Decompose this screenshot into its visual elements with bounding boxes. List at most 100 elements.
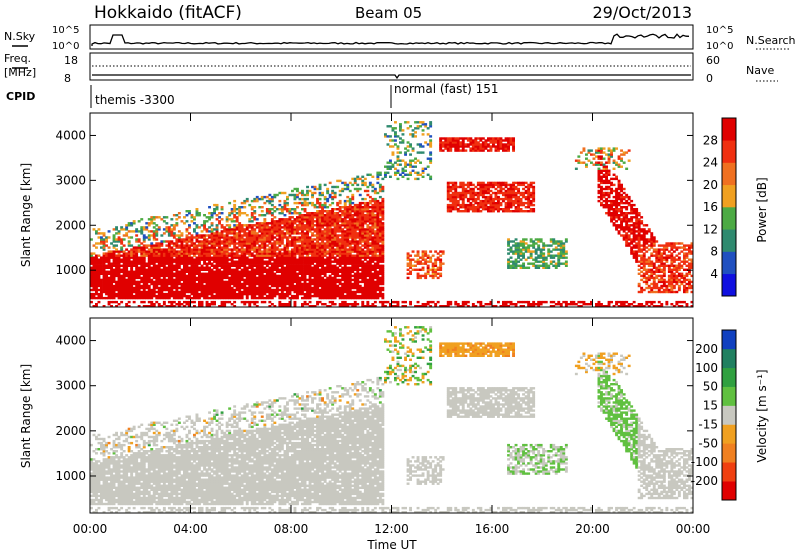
power-cell (251, 244, 254, 246)
power-cell (419, 257, 422, 259)
power-cell (110, 283, 113, 285)
power-cell (105, 236, 108, 238)
power-cell (316, 226, 319, 228)
power-cell (268, 267, 271, 269)
power-cell (276, 255, 279, 257)
power-cell (243, 224, 246, 226)
power-cell (276, 293, 279, 295)
power-cell (379, 283, 382, 285)
power-cell (108, 303, 111, 305)
power-cell (351, 234, 354, 236)
power-cell (238, 265, 241, 267)
power-cell (321, 204, 324, 206)
power-cell (402, 129, 405, 131)
power-cell (248, 244, 251, 246)
power-cell (351, 255, 354, 257)
power-cell (246, 257, 249, 259)
power-cell (294, 275, 297, 277)
power-cell (331, 228, 334, 230)
power-cell (429, 269, 432, 271)
power-cell (140, 291, 143, 293)
power-cell (381, 226, 384, 228)
power-cell (278, 275, 281, 277)
power-cell (404, 151, 407, 153)
power-cell (422, 151, 425, 153)
power-cell (233, 255, 236, 257)
nsky-label: N.Sky (4, 30, 36, 43)
power-cell (346, 196, 349, 198)
power-cell (231, 269, 234, 271)
power-cell (334, 248, 337, 250)
power-cell (351, 303, 354, 305)
power-cell (246, 287, 249, 289)
power-cell (311, 192, 314, 194)
power-cell (329, 226, 332, 228)
power-cell (128, 301, 131, 303)
power-cell (128, 230, 131, 232)
power-cell (206, 244, 209, 246)
power-cell (351, 178, 354, 180)
power-cell (128, 293, 131, 295)
power-cell (148, 234, 151, 236)
power-cell (354, 275, 357, 277)
power-cell (145, 244, 148, 246)
power-cell (155, 216, 158, 218)
power-cell (299, 226, 302, 228)
power-cell (351, 275, 354, 277)
power-cell (193, 259, 196, 261)
power-cell (226, 281, 229, 283)
power-cell (369, 182, 372, 184)
power-cell (248, 204, 251, 206)
power-cell (281, 303, 284, 305)
power-cell (319, 210, 322, 212)
power-cell (248, 265, 251, 267)
power-cell (304, 283, 307, 285)
power-cell (271, 226, 274, 228)
power-cell (201, 283, 204, 285)
power-cell (186, 265, 189, 267)
power-cell (221, 293, 224, 295)
power-cell (376, 226, 379, 228)
power-cell (346, 293, 349, 295)
power-cell (399, 164, 402, 166)
power-cell (241, 224, 244, 226)
power-cell (218, 283, 221, 285)
power-cell (115, 281, 118, 283)
power-cell (321, 244, 324, 246)
power-cell (115, 248, 118, 250)
power-cell (251, 265, 254, 267)
power-cell (193, 265, 196, 267)
power-cell (181, 269, 184, 271)
power-cell (278, 234, 281, 236)
power-cell (371, 273, 374, 275)
power-cell (271, 275, 274, 277)
power-cell (253, 206, 256, 208)
power-cell (248, 224, 251, 226)
power-cell (359, 265, 362, 267)
power-cell (417, 143, 420, 145)
power-cell (309, 283, 312, 285)
power-cell (289, 216, 292, 218)
power-cell (278, 303, 281, 305)
power-cell (321, 283, 324, 285)
power-cell (98, 265, 101, 267)
power-cell (118, 275, 121, 277)
power-cell (206, 301, 209, 303)
power-cell (150, 301, 153, 303)
power-cell (120, 259, 123, 261)
power-cell (130, 248, 133, 250)
power-cell (289, 194, 292, 196)
power-cell (459, 192, 462, 194)
power-cell (331, 265, 334, 267)
power-cell (123, 283, 126, 285)
power-cell (155, 242, 158, 244)
power-cell (334, 283, 337, 285)
power-cell (324, 255, 327, 257)
power-cell (271, 255, 274, 257)
power-cell (356, 232, 359, 234)
power-cell (447, 303, 450, 305)
power-cell (258, 222, 261, 224)
power-cell (341, 301, 344, 303)
power-cell (95, 275, 98, 277)
power-cell (412, 160, 415, 162)
